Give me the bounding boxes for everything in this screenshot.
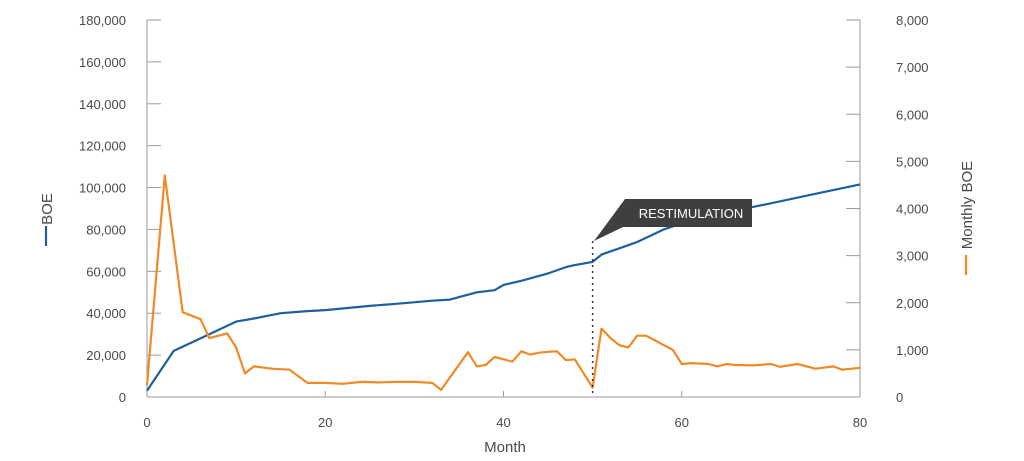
right-axis-title: Monthly BOE [959, 161, 976, 249]
x-tick-label: 0 [143, 415, 150, 430]
left-tick-label: 120,000 [79, 139, 126, 154]
x-tick-label: 60 [675, 415, 689, 430]
right-tick-label: 7,000 [896, 60, 929, 75]
left-tick-label: 180,000 [79, 13, 126, 28]
left-tick-label: 20,000 [86, 348, 126, 363]
right-axis: 0 1,000 2,000 3,000 4,000 5,000 6,000 7,000 8,00… [846, 13, 929, 405]
right-tick-label: 1,000 [896, 343, 929, 358]
left-tick-label: 160,000 [79, 55, 126, 70]
right-tick-label: 3,000 [896, 249, 929, 264]
x-tick-label: 20 [318, 415, 332, 430]
restimulation-label: RESTIMULATION [639, 206, 744, 221]
series-layer [145, 174, 861, 392]
right-tick-label: 4,000 [896, 202, 929, 217]
left-tick-label: 80,000 [86, 222, 126, 237]
right-tick-label: 0 [896, 390, 903, 405]
restimulation-callout-box [594, 199, 752, 241]
axis-titles: Month BOE Monthly BOE [39, 161, 976, 456]
left-tick-label: 0 [119, 390, 126, 405]
x-axis: 0 20 40 60 80 [143, 391, 867, 430]
right-tick-label: 6,000 [896, 107, 929, 122]
right-tick-label: 5,000 [896, 154, 929, 169]
annotation-layer: RESTIMULATION [591, 199, 752, 397]
left-tick-label: 40,000 [86, 306, 126, 321]
x-axis-title: Month [484, 439, 526, 456]
left-tick-label: 60,000 [86, 264, 126, 279]
left-tick-label: 140,000 [79, 97, 126, 112]
right-tick-label: 8,000 [896, 13, 929, 28]
x-tick-label: 80 [853, 415, 867, 430]
left-axis: 0 20,000 40,000 60,000 80,000 100,000 120,000 1… [79, 13, 161, 405]
left-axis-title: BOE [39, 193, 56, 225]
x-tick-label: 40 [496, 415, 510, 430]
left-tick-label: 100,000 [79, 181, 126, 196]
monthly-boe-series-line [145, 174, 861, 391]
right-tick-label: 2,000 [896, 296, 929, 311]
